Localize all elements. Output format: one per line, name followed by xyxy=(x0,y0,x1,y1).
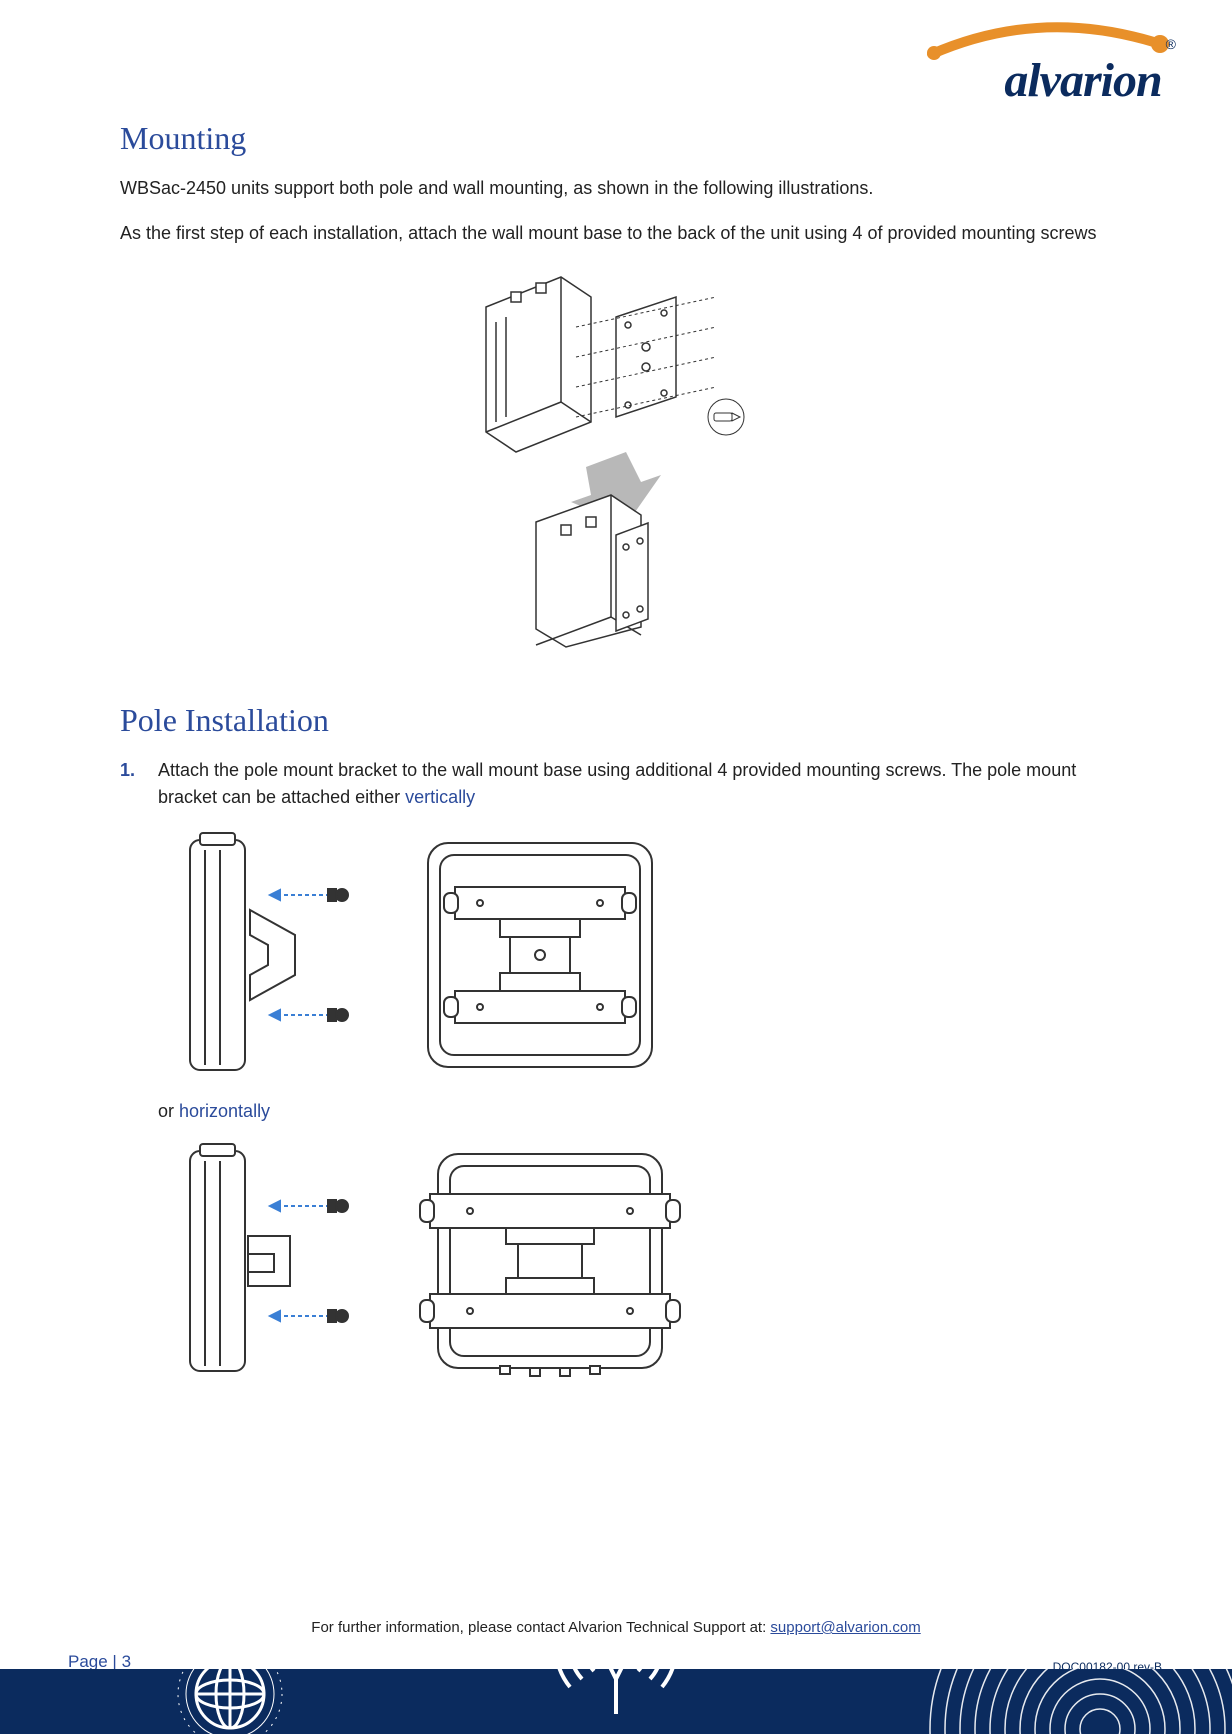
or-text: or xyxy=(158,1101,179,1121)
support-email-link[interactable]: support@alvarion.com xyxy=(770,1619,920,1636)
brand-logo: alvarion® xyxy=(832,18,1172,101)
footer-contact: For further information, please contact … xyxy=(0,1619,1232,1636)
step-number: 1. xyxy=(120,757,140,811)
diagram-vertical-side-icon xyxy=(150,825,380,1085)
logo-text: alvarion xyxy=(1004,54,1161,107)
figure-wall-mount-exploded xyxy=(120,267,1112,672)
registered-mark: ® xyxy=(1166,36,1176,52)
figure-horizontal-mount xyxy=(120,1136,1112,1386)
diagram-horizontal-back-icon xyxy=(410,1136,690,1386)
step-1-text-a: Attach the pole mount bracket to the wal… xyxy=(158,760,1076,807)
or-horizontally-label: or horizontally xyxy=(120,1101,1112,1122)
vertically-label: vertically xyxy=(405,787,475,807)
diagram-horizontal-side-icon xyxy=(150,1136,380,1386)
step-1-text: Attach the pole mount bracket to the wal… xyxy=(158,757,1112,811)
diagram-vertical-back-icon xyxy=(410,825,670,1085)
heading-pole-installation: Pole Installation xyxy=(120,702,1112,739)
mounting-intro-1: WBSac-2450 units support both pole and w… xyxy=(120,175,1112,202)
footer-contact-prefix: For further information, please contact … xyxy=(311,1619,770,1636)
figure-vertical-mount xyxy=(120,825,1112,1085)
heading-mounting: Mounting xyxy=(120,120,1112,157)
step-1: 1. Attach the pole mount bracket to the … xyxy=(120,757,1112,811)
diagram-wall-mount-icon xyxy=(416,267,816,667)
mounting-intro-2: As the first step of each installation, … xyxy=(120,220,1112,247)
footer-decoration xyxy=(0,1669,1232,1734)
horizontally-label: horizontally xyxy=(179,1101,270,1121)
